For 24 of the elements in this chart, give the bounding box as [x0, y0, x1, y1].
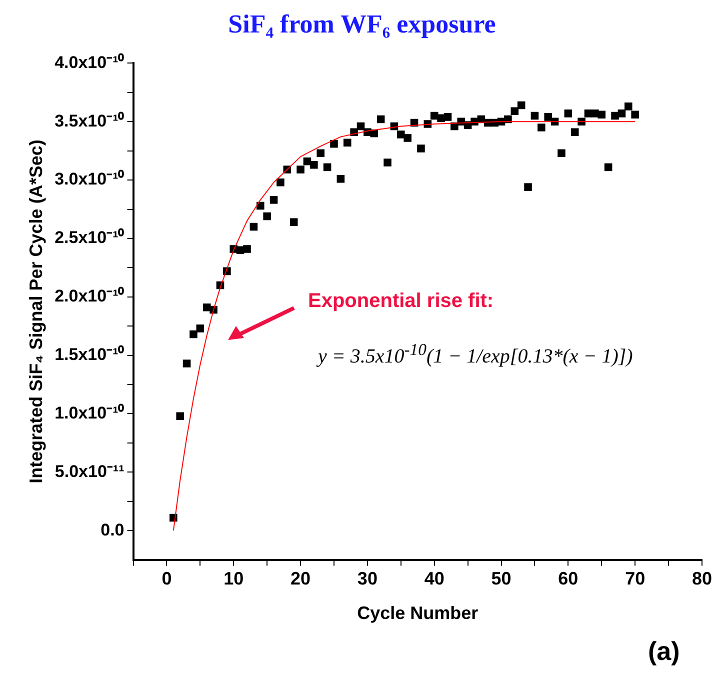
x-tick-label: 0: [162, 568, 172, 589]
annotation: y = 3.5x10$^{-10}$(1 − 1/exp[0.13*(x − 1)]): [318, 340, 633, 369]
y-tick-label: 0.0: [100, 520, 124, 540]
y-tick-label: 1.0x10⁻¹⁰: [54, 403, 124, 422]
y-tick-label: 3.5x10⁻¹⁰: [54, 111, 124, 130]
x-axis-title: Cycle Number: [357, 603, 478, 624]
chart-title: SiF₄ from WF₆ exposure: [228, 9, 496, 38]
x-tick-label: 50: [491, 568, 512, 589]
y-tick-label: 4.0x10⁻¹⁰: [54, 52, 124, 72]
x-tick-label: 70: [625, 568, 646, 589]
x-tick-label: 10: [224, 568, 244, 589]
x-tick-label: 80: [692, 568, 712, 589]
x-tick-label: 40: [424, 568, 444, 589]
y-tick-label: 3.0x10⁻¹⁰: [54, 170, 124, 189]
x-tick-label: 60: [558, 568, 578, 589]
y-tick-label: 1.5x10⁻¹⁰: [54, 345, 124, 364]
y-tick-label: 5.0x10⁻¹¹: [54, 462, 125, 481]
y-tick-label: 2.0x10⁻¹⁰: [54, 286, 124, 306]
x-tick-label: 30: [357, 568, 378, 589]
x-tick-label: 20: [290, 568, 311, 589]
y-axis-title: Integrated SiF₄ Signal Per Cycle (A*Sec): [26, 140, 46, 484]
text: (a): [648, 636, 680, 667]
y-tick-label: 2.5x10⁻¹⁰: [54, 228, 124, 248]
annotation: Exponential rise fit:: [308, 290, 494, 313]
